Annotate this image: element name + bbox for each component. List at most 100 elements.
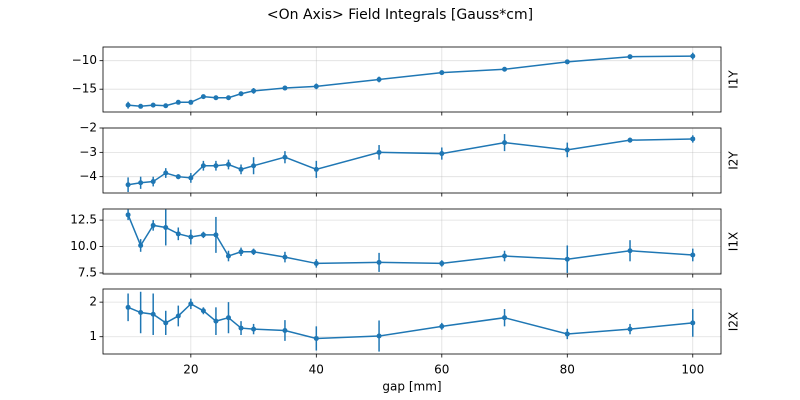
data-point: [690, 53, 696, 59]
data-point: [439, 151, 445, 157]
data-point: [125, 304, 131, 310]
axes-frame: [102, 288, 722, 355]
data-point: [690, 320, 696, 326]
data-point: [251, 326, 257, 332]
data-point: [188, 175, 194, 181]
data-point: [376, 77, 382, 82]
data-point: [690, 136, 696, 142]
data-point: [175, 99, 181, 105]
data-point: [125, 182, 131, 188]
y-axis-label: I1X: [727, 232, 741, 251]
y-tick-label: 10.0: [70, 239, 97, 253]
data-point: [163, 320, 169, 326]
data-point: [313, 166, 319, 172]
data-point: [138, 103, 144, 109]
y-tick-label: 2: [89, 295, 97, 309]
data-point: [188, 99, 194, 105]
x-tick-label: 40: [309, 363, 324, 377]
x-tick-label: 60: [434, 363, 449, 377]
y-tick-label: −2: [79, 121, 97, 135]
data-point: [213, 232, 219, 238]
data-point: [282, 254, 288, 260]
y-tick-label: −4: [79, 169, 97, 183]
data-point: [125, 212, 131, 218]
data-point: [188, 234, 194, 240]
data-point: [150, 311, 156, 317]
y-tick-label: −15: [72, 82, 97, 96]
data-point: [225, 253, 231, 259]
data-point: [313, 335, 319, 341]
x-tick-label: 20: [183, 363, 198, 377]
data-point: [313, 83, 319, 89]
data-point: [175, 174, 181, 180]
data-point: [690, 252, 696, 258]
data-point: [200, 232, 206, 238]
y-axis-label: I1Y: [727, 70, 741, 89]
data-point: [138, 310, 144, 316]
data-point: [200, 163, 206, 169]
data-point: [627, 54, 633, 60]
data-point: [213, 318, 219, 324]
data-point: [564, 256, 570, 262]
data-point: [376, 333, 382, 339]
axes-frame: [102, 46, 722, 113]
data-point: [439, 260, 445, 266]
y-axis-label: I2X: [727, 312, 741, 331]
data-point: [627, 137, 633, 143]
data-point: [627, 248, 633, 254]
data-point: [251, 88, 257, 94]
data-point: [251, 249, 257, 255]
data-point: [282, 154, 288, 160]
data-point: [175, 313, 181, 319]
data-point: [627, 326, 633, 332]
y-tick-label: 12.5: [70, 213, 97, 227]
data-point: [213, 95, 219, 101]
axes-frame: [102, 208, 722, 275]
data-point: [163, 103, 169, 109]
data-point: [150, 102, 156, 108]
data-point: [564, 147, 570, 153]
data-point: [213, 163, 219, 169]
data-point: [313, 260, 319, 266]
data-point: [251, 163, 257, 169]
data-point: [564, 59, 570, 65]
data-point: [439, 70, 445, 76]
data-point: [150, 222, 156, 228]
x-tick-label: 100: [681, 363, 704, 377]
y-tick-label: −3: [79, 145, 97, 159]
x-tick-label: 80: [560, 363, 575, 377]
figure-title: <On Axis> Field Integrals [Gauss*cm]: [267, 7, 533, 23]
data-point: [163, 170, 169, 176]
data-point: [282, 85, 288, 91]
data-point: [188, 301, 194, 307]
x-axis-label: gap [mm]: [382, 380, 441, 394]
data-point: [225, 95, 231, 101]
y-tick-label: 7.5: [78, 265, 97, 279]
data-point: [200, 94, 206, 100]
data-point: [282, 327, 288, 333]
y-tick-label: −10: [72, 53, 97, 67]
data-point: [225, 162, 231, 168]
y-axis-label: I2Y: [727, 151, 741, 170]
data-point: [138, 242, 144, 248]
data-point: [439, 323, 445, 329]
data-point: [175, 231, 181, 237]
data-point: [502, 315, 508, 321]
y-tick-label: 1: [89, 329, 97, 343]
data-point: [150, 179, 156, 185]
data-point: [376, 259, 382, 265]
data-point: [502, 140, 508, 146]
axes-frame: [102, 127, 722, 194]
data-point: [502, 66, 508, 72]
data-point: [163, 224, 169, 230]
data-point: [200, 308, 206, 314]
data-point: [238, 166, 244, 172]
data-point: [138, 180, 144, 186]
data-point: [225, 315, 231, 321]
data-point: [238, 325, 244, 331]
data-point: [238, 249, 244, 255]
data-point: [564, 331, 570, 337]
data-point: [125, 102, 131, 108]
